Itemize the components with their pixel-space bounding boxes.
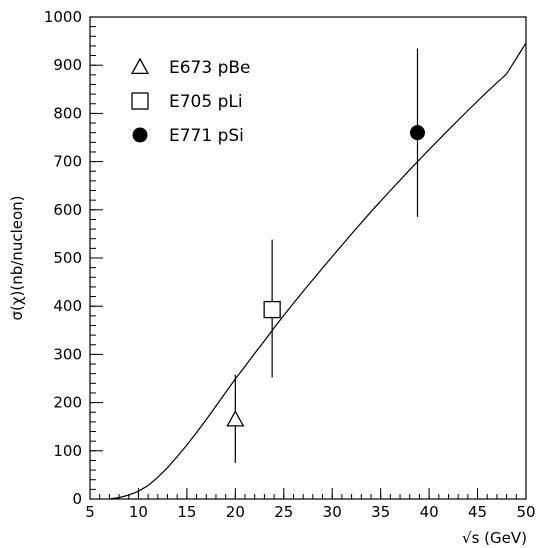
x-tick-label: 15	[177, 503, 196, 521]
data-points-layer	[226, 48, 425, 463]
y-tick-label: 900	[53, 56, 82, 74]
x-tick-label: 25	[274, 503, 293, 521]
y-tick-label: 500	[53, 249, 82, 267]
y-tick-label: 0	[72, 490, 82, 508]
theory-curve	[109, 42, 527, 500]
y-tick-label: 1000	[44, 8, 82, 26]
y-axis-title: σ(χ)(nb/nucleon)	[8, 195, 26, 320]
legend-marker	[132, 127, 148, 143]
theory-curve-layer	[109, 42, 527, 500]
data-point	[263, 300, 281, 319]
y-tick-label: 700	[53, 153, 82, 171]
y-tick-label: 100	[53, 442, 82, 460]
x-tick-label: 40	[420, 503, 439, 521]
legend-marker	[130, 57, 150, 75]
y-tick-label: 600	[53, 201, 82, 219]
x-tick-label: 35	[371, 503, 390, 521]
x-tick-label: 5	[85, 503, 95, 521]
legend-label: E673 pBe	[169, 58, 251, 78]
legend-label: E705 pLi	[169, 92, 243, 112]
x-axis-title: √s (GeV)	[462, 529, 527, 547]
plot-frame	[89, 16, 527, 500]
x-tick-label: 20	[226, 503, 245, 521]
data-point	[226, 410, 245, 427]
legend-marker	[131, 92, 149, 110]
y-tick-label: 300	[53, 345, 82, 363]
data-point	[409, 125, 425, 141]
tick-labels: 5 10 15 20 25 30 35 40 45 50010020030040050060070…	[44, 8, 536, 521]
legend-label: E771 pSi	[169, 126, 244, 146]
y-tick-label: 200	[53, 394, 82, 412]
x-tick-label: 30	[323, 503, 342, 521]
x-tick-label: 45	[468, 503, 487, 521]
x-tick-label: 50	[516, 503, 535, 521]
legend: E673 pBe E705 pLi E771 pSi	[130, 57, 251, 146]
axis-ticks	[89, 16, 527, 500]
y-tick-label: 400	[53, 297, 82, 315]
x-tick-label: 10	[129, 503, 148, 521]
y-tick-label: 800	[53, 104, 82, 122]
